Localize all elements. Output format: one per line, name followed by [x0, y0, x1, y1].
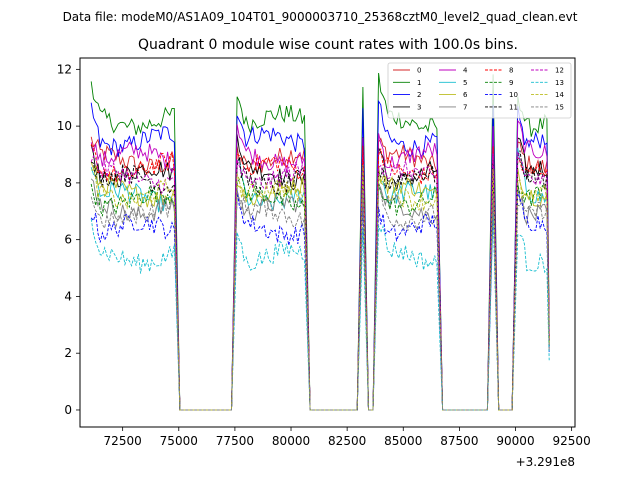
y-axis: 0 2 4 6 8 10 12	[57, 62, 80, 417]
x-tick-label: 77500	[216, 434, 254, 448]
series-line-1	[90, 72, 550, 411]
legend-label-6: 6	[463, 91, 468, 99]
y-tick-label: 10	[57, 119, 72, 133]
series-line-2	[90, 99, 550, 411]
series-line-14	[91, 164, 550, 411]
legend-label-4: 4	[463, 67, 468, 75]
x-tick-label: 72500	[104, 434, 142, 448]
series-line-12	[90, 151, 550, 411]
y-tick-label: 2	[64, 346, 72, 360]
legend-label-14: 14	[555, 91, 564, 99]
series-line-0	[90, 136, 550, 411]
x-tick-label: 85000	[384, 434, 422, 448]
series-line-3	[90, 134, 550, 411]
legend-box	[387, 62, 572, 119]
legend-label-7: 7	[463, 103, 467, 111]
legend-label-9: 9	[509, 79, 513, 87]
y-tick-label: 6	[64, 233, 72, 247]
axes-frame	[79, 57, 576, 428]
legend-label-2: 2	[417, 91, 421, 99]
chart-title: Quadrant 0 module wise count rates with …	[138, 37, 518, 53]
y-tick-label: 0	[64, 403, 72, 417]
series-line-10	[90, 190, 550, 411]
legend-label-5: 5	[463, 79, 467, 87]
legend-label-15: 15	[555, 103, 564, 111]
y-tick-label: 4	[64, 289, 72, 303]
series-line-15	[90, 186, 550, 411]
y-tick-label: 12	[57, 62, 72, 76]
x-tick-label: 92500	[553, 434, 591, 448]
legend-label-13: 13	[555, 79, 564, 87]
plot-lines	[90, 72, 550, 411]
figure-suptitle: Data file: modeM0/AS1A09_104T01_90000037…	[63, 10, 578, 24]
series-line-13	[90, 214, 550, 411]
x-tick-label: 90000	[496, 434, 534, 448]
x-tick-label: 75000	[160, 434, 198, 448]
x-tick-label: 80000	[272, 434, 310, 448]
legend-label-12: 12	[555, 67, 564, 75]
x-tick-label: 82500	[328, 434, 366, 448]
legend-label-8: 8	[509, 67, 513, 75]
legend-label-0: 0	[417, 67, 421, 75]
x-tick-label: 87500	[440, 434, 478, 448]
series-line-4	[90, 119, 550, 411]
x-offset-label: +3.291e8	[516, 455, 575, 469]
x-axis: 72500 75000 77500 80000 82500 85000 87500 90000…	[104, 427, 591, 448]
legend-label-1: 1	[417, 79, 421, 87]
y-tick-label: 8	[64, 176, 72, 190]
legend-label-10: 10	[509, 91, 518, 99]
series-line-6	[90, 161, 550, 411]
series-line-11	[90, 150, 550, 411]
legend-label-11: 11	[509, 103, 518, 111]
legend-label-3: 3	[417, 103, 421, 111]
series-line-8	[90, 143, 550, 411]
series-line-9	[90, 168, 550, 411]
